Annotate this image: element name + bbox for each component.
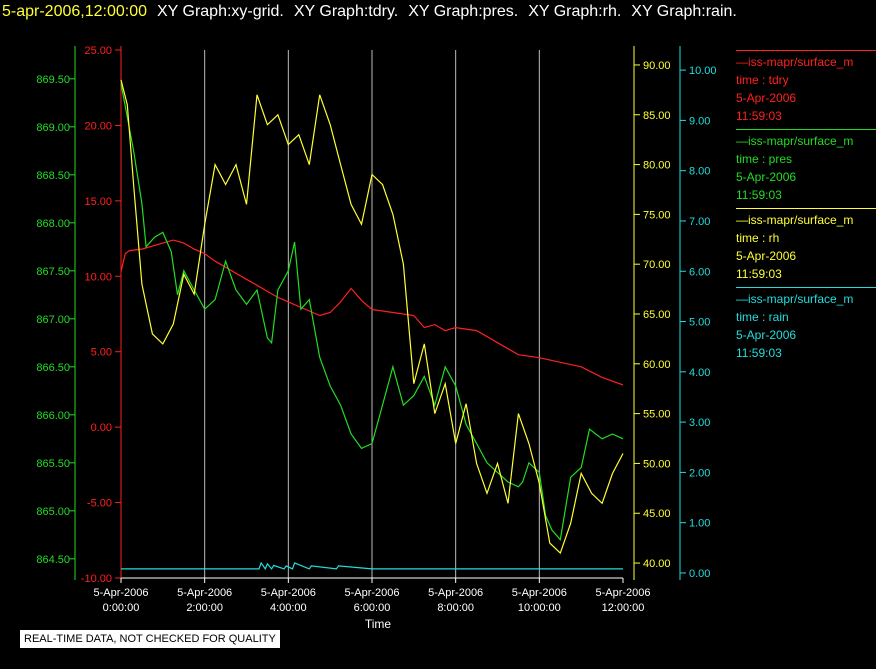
graph-title-xy-grid: XY Graph:xy-grid. [157,3,284,20]
x-tick-label-time: 4:00:00 [270,602,307,614]
rain-tick-label: 4.00 [689,367,710,379]
x-tick-label-date: 5-Apr-2006 [93,587,148,599]
rain-tick-label: 8.00 [689,166,710,178]
rh-tick-label: 50.00 [643,458,671,470]
x-tick-label-time: 8:00:00 [437,602,474,614]
pres-tick-label: 869.00 [36,122,70,134]
rh-tick-label: 65.00 [643,309,671,321]
rain-tick-label: 9.00 [689,115,710,127]
legend-source: —iss-mapr/surface_m [736,55,854,69]
tdry-tick-label: 5.00 [91,347,112,359]
legend-time: 11:59:03 [736,188,782,202]
rain-tick-label: 2.00 [689,467,710,479]
tdry-tick-label: 25.00 [84,45,112,57]
pres-tick-label: 868.00 [36,218,70,230]
pres-tick-label: 866.50 [36,362,70,374]
legend-time: 11:59:03 [736,109,782,123]
tdry-tick-label: -10.00 [81,573,112,585]
series-line-pres [120,83,624,541]
tdry-tick-label: -5.00 [87,498,112,510]
tdry-tick-label: 15.00 [84,196,112,208]
rh-tick-label: 75.00 [643,209,671,221]
x-tick-label-time: 2:00:00 [186,602,223,614]
header: 5-apr-2006,12:00:00 XY Graph:xy-grid. XY G… [2,3,747,21]
graph-title-rh: XY Graph:rh. [528,3,622,20]
rain-tick-label: 5.00 [689,317,710,329]
legend-source: —iss-mapr/surface_m [736,213,854,227]
pres-tick-label: 864.50 [36,554,70,566]
legend-time: 11:59:03 [736,267,782,281]
tdry-tick-label: 0.00 [91,422,112,434]
rh-tick-label: 55.00 [643,409,671,421]
pres-tick-label: 865.50 [36,458,70,470]
legend-date: 5-Apr-2006 [736,328,797,342]
rh-tick-label: 80.00 [643,160,671,172]
rh-tick-label: 90.00 [643,60,671,72]
legend-time: 11:59:03 [736,346,782,360]
tdry-tick-label: 10.00 [84,271,112,283]
rh-tick-label: 85.00 [643,110,671,122]
x-tick-label-date: 5-Apr-2006 [177,587,232,599]
legend-entry-pres[interactable]: —iss-mapr/surface_m time : pres 5-Apr-20… [736,129,876,204]
rain-tick-label: 1.00 [689,518,710,530]
legend-entry-rain[interactable]: —iss-mapr/surface_m time : rain 5-Apr-20… [736,287,876,362]
legend-source: —iss-mapr/surface_m [736,292,854,306]
legend-variable: time : tdry [736,73,789,87]
legend-variable: time : pres [736,152,793,166]
graph-title-pres: XY Graph:pres. [408,3,519,20]
x-tick-label-date: 5-Apr-2006 [344,587,399,599]
pres-tick-label: 868.50 [36,170,70,182]
legend-date: 5-Apr-2006 [736,249,797,263]
legend-date: 5-Apr-2006 [736,91,797,105]
rain-tick-label: 6.00 [689,266,710,278]
graph-title-rain: XY Graph:rain. [631,3,737,20]
rain-tick-label: 7.00 [689,216,710,228]
pres-tick-label: 869.50 [36,74,70,86]
legend-entry-tdry[interactable]: —iss-mapr/surface_m time : tdry 5-Apr-20… [736,50,876,125]
series-line-tdry [120,239,624,386]
x-tick-label-date: 5-Apr-2006 [595,587,650,599]
x-tick-label-time: 10:00:00 [518,602,561,614]
legend-source: —iss-mapr/surface_m [736,134,854,148]
pres-tick-label: 865.00 [36,506,70,518]
legend-variable: time : rain [736,310,789,324]
x-tick-label-time: 12:00:00 [602,602,645,614]
rh-tick-label: 70.00 [643,259,671,271]
legend-variable: time : rh [736,231,780,245]
series-line-rain [121,561,623,571]
rh-tick-label: 45.00 [643,508,671,520]
x-axis-title: Time [365,617,392,631]
x-tick-label-time: 6:00:00 [354,602,391,614]
rh-tick-label: 60.00 [643,359,671,371]
rain-tick-label: 3.00 [689,417,710,429]
legend-entry-rh[interactable]: —iss-mapr/surface_m time : rh 5-Apr-2006… [736,208,876,283]
x-tick-label-date: 5-Apr-2006 [512,587,567,599]
series-line-rh [120,79,624,555]
pres-tick-label: 867.00 [36,314,70,326]
tdry-tick-label: 20.00 [84,120,112,132]
rh-tick-label: 40.00 [643,558,671,570]
x-tick-label-time: 0:00:00 [103,602,140,614]
header-datetime: 5-apr-2006,12:00:00 [2,3,147,20]
rain-tick-label: 10.00 [689,65,717,77]
pres-tick-label: 866.00 [36,410,70,422]
x-tick-label-date: 5-Apr-2006 [261,587,316,599]
quality-notice: REAL-TIME DATA, NOT CHECKED FOR QUALITY [20,630,280,648]
pres-tick-label: 867.50 [36,266,70,278]
legend: —iss-mapr/surface_m time : tdry 5-Apr-20… [736,50,876,366]
graph-title-tdry: XY Graph:tdry. [293,3,399,20]
rain-tick-label: 0.00 [689,568,710,580]
x-tick-label-date: 5-Apr-2006 [428,587,483,599]
legend-date: 5-Apr-2006 [736,170,797,184]
